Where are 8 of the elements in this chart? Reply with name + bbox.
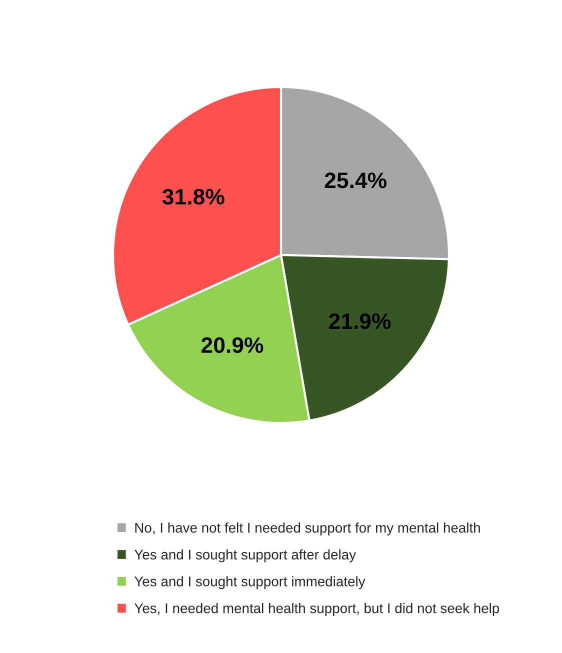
data-label: 31.8% — [162, 188, 224, 205]
data-label: 21.9% — [329, 313, 391, 330]
legend-label: No, I have not felt I needed support for my mental health — [135, 522, 480, 536]
data-label: 20.9% — [202, 337, 264, 354]
legend-label: Yes, I needed mental health support, but I did not seek help — [134, 603, 500, 616]
legend-label: Yes and I sought support immediately — [134, 576, 366, 590]
data-label: 25.4% — [324, 172, 386, 188]
legend-label: Yes and I sought support after delay — [134, 549, 356, 562]
